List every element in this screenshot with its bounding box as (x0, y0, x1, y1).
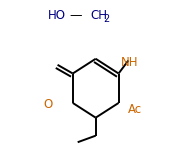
Text: HO: HO (47, 9, 65, 22)
Text: NH: NH (121, 56, 138, 68)
Text: O: O (44, 98, 53, 111)
Text: 2: 2 (103, 14, 110, 24)
Text: Ac: Ac (128, 103, 142, 116)
Text: —: — (69, 9, 82, 22)
Text: CH: CH (90, 9, 107, 22)
